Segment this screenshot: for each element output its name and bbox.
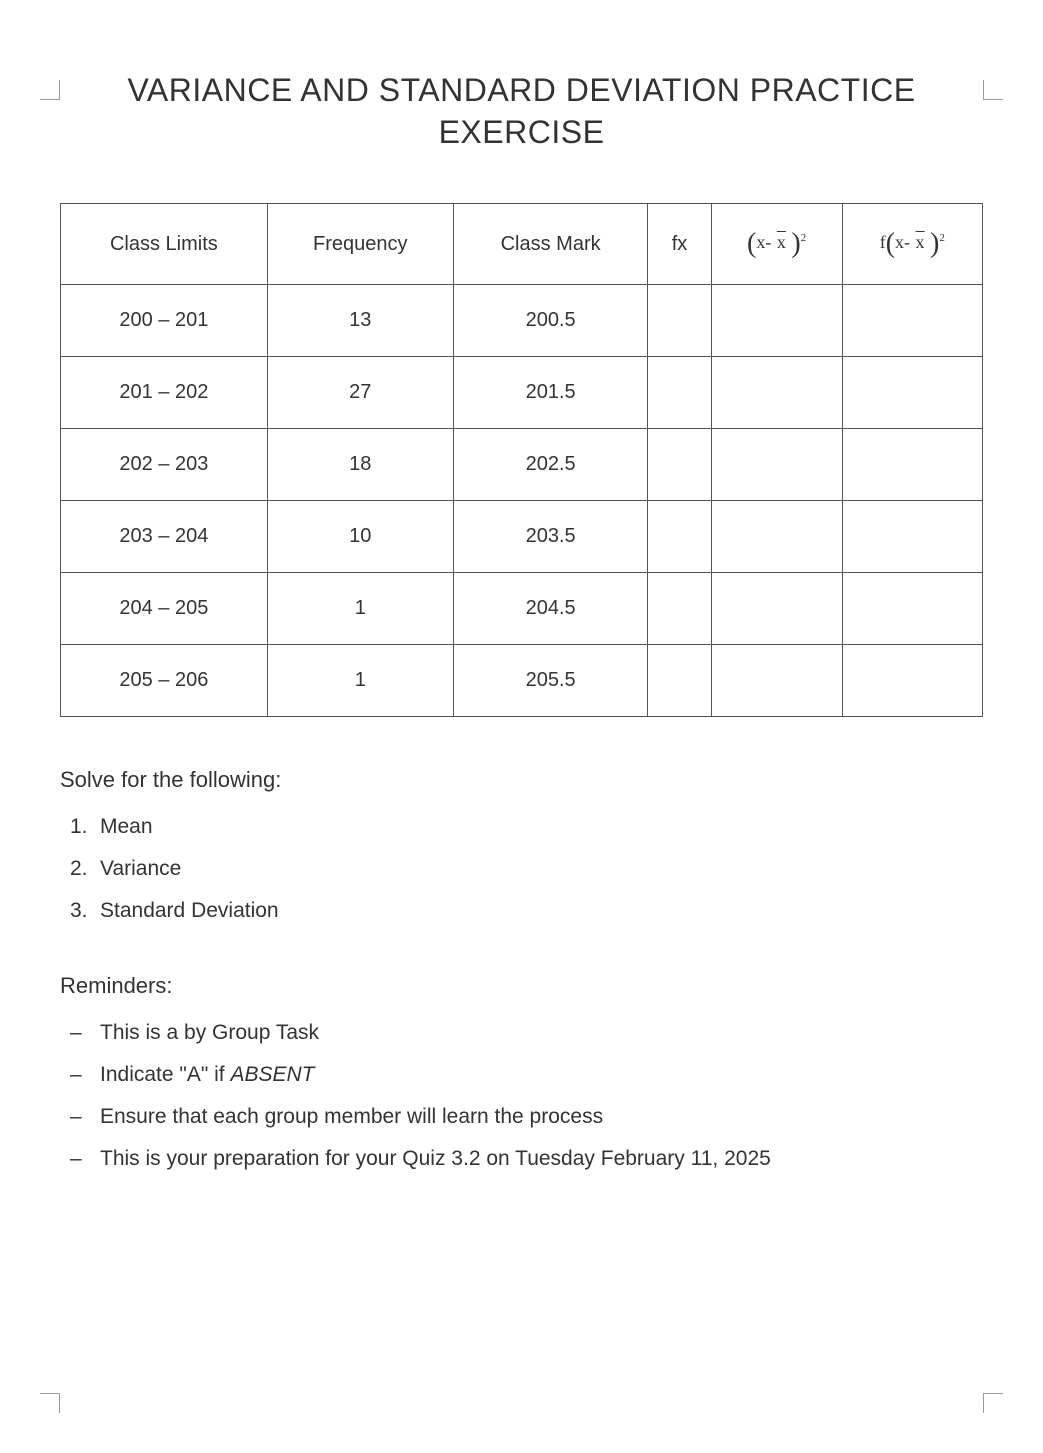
- cell-sq-dev: [711, 285, 842, 357]
- col-header-class-mark: Class Mark: [453, 204, 648, 285]
- cell-f-sq-dev: [842, 285, 982, 357]
- cell-fx: [648, 285, 711, 357]
- crop-mark-top-left: [40, 80, 60, 100]
- cell-fx: [648, 357, 711, 429]
- reminder-item-group-task: This is a by Group Task: [100, 1021, 983, 1045]
- math-f-squared-deviation: f(x- x )2: [880, 232, 945, 252]
- crop-mark-top-right: [983, 80, 1003, 100]
- cell-class-mark: 205.5: [453, 645, 648, 717]
- cell-fx: [648, 501, 711, 573]
- cell-f-sq-dev: [842, 357, 982, 429]
- cell-sq-dev: [711, 645, 842, 717]
- cell-class-limits: 203 – 204: [61, 501, 268, 573]
- solve-item-variance: Variance: [100, 857, 983, 881]
- col-header-squared-deviation: (x- x )2: [711, 204, 842, 285]
- table-row: 202 – 203 18 202.5: [61, 429, 983, 501]
- table-row: 204 – 205 1 204.5: [61, 573, 983, 645]
- cell-fx: [648, 573, 711, 645]
- reminder-item-learn-process: Ensure that each group member will learn…: [100, 1105, 983, 1129]
- cell-sq-dev: [711, 573, 842, 645]
- reminders-list: This is a by Group Task Indicate "A" if …: [60, 1021, 983, 1171]
- cell-class-limits: 201 – 202: [61, 357, 268, 429]
- page-title: VARIANCE AND STANDARD DEVIATION PRACTICE…: [60, 70, 983, 153]
- cell-frequency: 1: [267, 645, 453, 717]
- table-row: 201 – 202 27 201.5: [61, 357, 983, 429]
- cell-class-mark: 202.5: [453, 429, 648, 501]
- cell-fx: [648, 645, 711, 717]
- cell-f-sq-dev: [842, 501, 982, 573]
- cell-sq-dev: [711, 357, 842, 429]
- cell-class-limits: 205 – 206: [61, 645, 268, 717]
- cell-class-limits: 204 – 205: [61, 573, 268, 645]
- cell-class-limits: 200 – 201: [61, 285, 268, 357]
- cell-class-mark: 203.5: [453, 501, 648, 573]
- solve-list: Mean Variance Standard Deviation: [60, 815, 983, 923]
- cell-class-mark: 200.5: [453, 285, 648, 357]
- col-header-frequency: Frequency: [267, 204, 453, 285]
- solve-item-mean: Mean: [100, 815, 983, 839]
- crop-mark-bottom-left: [40, 1393, 60, 1413]
- cell-sq-dev: [711, 429, 842, 501]
- table-row: 205 – 206 1 205.5: [61, 645, 983, 717]
- table-row: 200 – 201 13 200.5: [61, 285, 983, 357]
- crop-mark-bottom-right: [983, 1393, 1003, 1413]
- reminder-text: Indicate "A" if: [100, 1063, 230, 1086]
- solve-item-std-dev: Standard Deviation: [100, 899, 983, 923]
- cell-frequency: 13: [267, 285, 453, 357]
- cell-class-mark: 204.5: [453, 573, 648, 645]
- col-header-fx: fx: [648, 204, 711, 285]
- cell-frequency: 18: [267, 429, 453, 501]
- cell-f-sq-dev: [842, 645, 982, 717]
- cell-fx: [648, 429, 711, 501]
- cell-f-sq-dev: [842, 429, 982, 501]
- reminder-item-quiz-prep: This is your preparation for your Quiz 3…: [100, 1147, 983, 1171]
- reminder-item-absent: Indicate "A" if ABSENT: [100, 1063, 983, 1087]
- table-header-row: Class Limits Frequency Class Mark fx (x-…: [61, 204, 983, 285]
- frequency-table: Class Limits Frequency Class Mark fx (x-…: [60, 203, 983, 717]
- cell-frequency: 1: [267, 573, 453, 645]
- cell-class-limits: 202 – 203: [61, 429, 268, 501]
- reminders-heading: Reminders:: [60, 973, 983, 999]
- cell-frequency: 27: [267, 357, 453, 429]
- cell-frequency: 10: [267, 501, 453, 573]
- col-header-class-limits: Class Limits: [61, 204, 268, 285]
- cell-f-sq-dev: [842, 573, 982, 645]
- cell-class-mark: 201.5: [453, 357, 648, 429]
- reminder-italic: ABSENT: [230, 1063, 314, 1086]
- solve-heading: Solve for the following:: [60, 767, 983, 793]
- table-row: 203 – 204 10 203.5: [61, 501, 983, 573]
- math-squared-deviation: (x- x )2: [747, 232, 806, 252]
- cell-sq-dev: [711, 501, 842, 573]
- col-header-f-squared-deviation: f(x- x )2: [842, 204, 982, 285]
